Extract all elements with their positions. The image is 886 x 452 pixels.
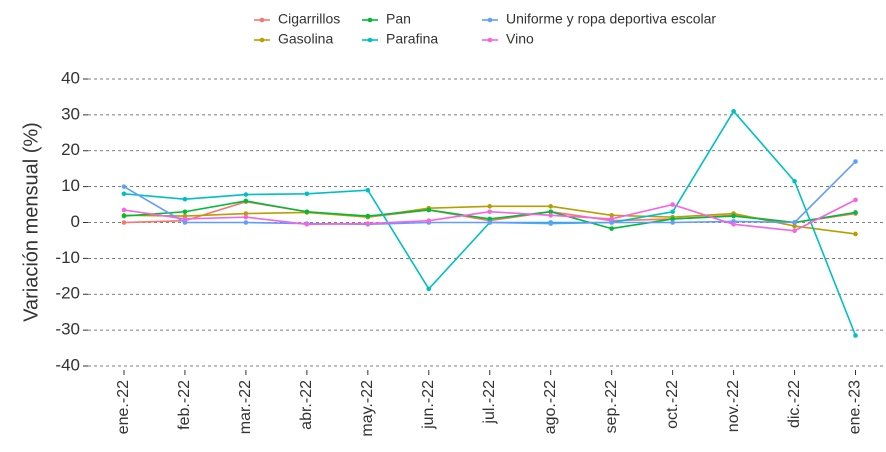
- y-tick-label: 30: [61, 104, 80, 123]
- point: [304, 209, 310, 215]
- y-tick-label: 10: [61, 176, 80, 195]
- point: [182, 216, 188, 222]
- y-tick-label: 40: [61, 68, 80, 87]
- point: [548, 221, 554, 226]
- x-tick-label: feb.-22: [176, 380, 193, 430]
- legend-point: [259, 17, 265, 23]
- point: [365, 187, 371, 193]
- point: [243, 220, 249, 225]
- point: [243, 192, 249, 197]
- x-tick-label: ene.-22: [115, 380, 132, 434]
- legend-label: Cigarrillos: [278, 11, 340, 27]
- point: [670, 209, 675, 215]
- point: [243, 211, 249, 216]
- point: [121, 191, 127, 197]
- point: [426, 207, 432, 213]
- x-tick-label: ago.-22: [542, 380, 559, 434]
- legend-point: [487, 17, 493, 23]
- x-tick-label: may.-22: [359, 380, 376, 437]
- point: [365, 213, 371, 219]
- point: [487, 209, 493, 215]
- point: [609, 220, 614, 225]
- legend-point: [367, 37, 373, 43]
- point: [121, 184, 127, 189]
- point: [670, 202, 675, 207]
- y-tick-label: -20: [55, 284, 80, 303]
- point: [731, 108, 736, 114]
- point: [731, 213, 736, 219]
- y-tick-label: -30: [55, 320, 80, 339]
- point: [853, 231, 858, 237]
- point: [426, 286, 432, 292]
- point: [304, 221, 310, 227]
- legend-label: Parafina: [386, 31, 438, 47]
- point: [426, 218, 432, 224]
- x-tick-label: jun.-22: [420, 380, 437, 430]
- x-tick-label: abr.-22: [298, 380, 315, 430]
- point: [853, 210, 858, 215]
- point: [853, 159, 858, 164]
- point: [670, 216, 675, 222]
- point: [487, 220, 493, 225]
- y-tick-label: -40: [55, 355, 80, 374]
- point: [487, 204, 493, 209]
- point: [548, 209, 554, 215]
- legend-point: [367, 17, 373, 23]
- point: [792, 228, 797, 234]
- point: [609, 216, 614, 222]
- line: [123, 160, 857, 226]
- point: [853, 197, 858, 203]
- point: [792, 223, 797, 229]
- point: [731, 221, 736, 227]
- point: [792, 220, 797, 225]
- point: [670, 220, 675, 225]
- point: [121, 213, 127, 219]
- point: [182, 220, 188, 225]
- x-tick-label: sep.-22: [603, 380, 620, 433]
- legend-label: Pan: [386, 11, 411, 27]
- legend-point: [259, 37, 265, 43]
- point: [365, 221, 371, 226]
- point: [182, 209, 188, 215]
- y-axis-title: Variación mensual (%): [20, 122, 42, 322]
- point: [853, 333, 858, 338]
- point: [548, 204, 554, 209]
- x-tick-label: oct.-22: [664, 380, 681, 429]
- point: [121, 207, 127, 213]
- point: [243, 198, 249, 204]
- legend-point: [487, 37, 493, 43]
- legend-label: Vino: [506, 31, 534, 47]
- x-tick-label: mar.-22: [237, 380, 254, 434]
- point: [182, 196, 188, 202]
- y-tick-label: 0: [71, 212, 80, 231]
- legend-label: Gasolina: [278, 31, 333, 47]
- legend-label: Uniforme y ropa deportiva escolar: [506, 11, 716, 27]
- x-tick-label: dic.-22: [786, 380, 803, 428]
- point: [487, 216, 493, 222]
- point: [609, 213, 614, 218]
- x-tick-label: nov.-22: [725, 380, 742, 432]
- point: [304, 191, 310, 197]
- point: [121, 220, 127, 225]
- x-tick-label: ene.-23: [847, 380, 864, 434]
- point: [548, 213, 554, 218]
- point: [243, 214, 249, 220]
- point: [792, 178, 797, 184]
- y-tick-label: 20: [61, 140, 80, 159]
- x-tick-label: jul.-22: [481, 380, 498, 425]
- y-tick-label: -10: [55, 248, 80, 267]
- point: [609, 226, 614, 231]
